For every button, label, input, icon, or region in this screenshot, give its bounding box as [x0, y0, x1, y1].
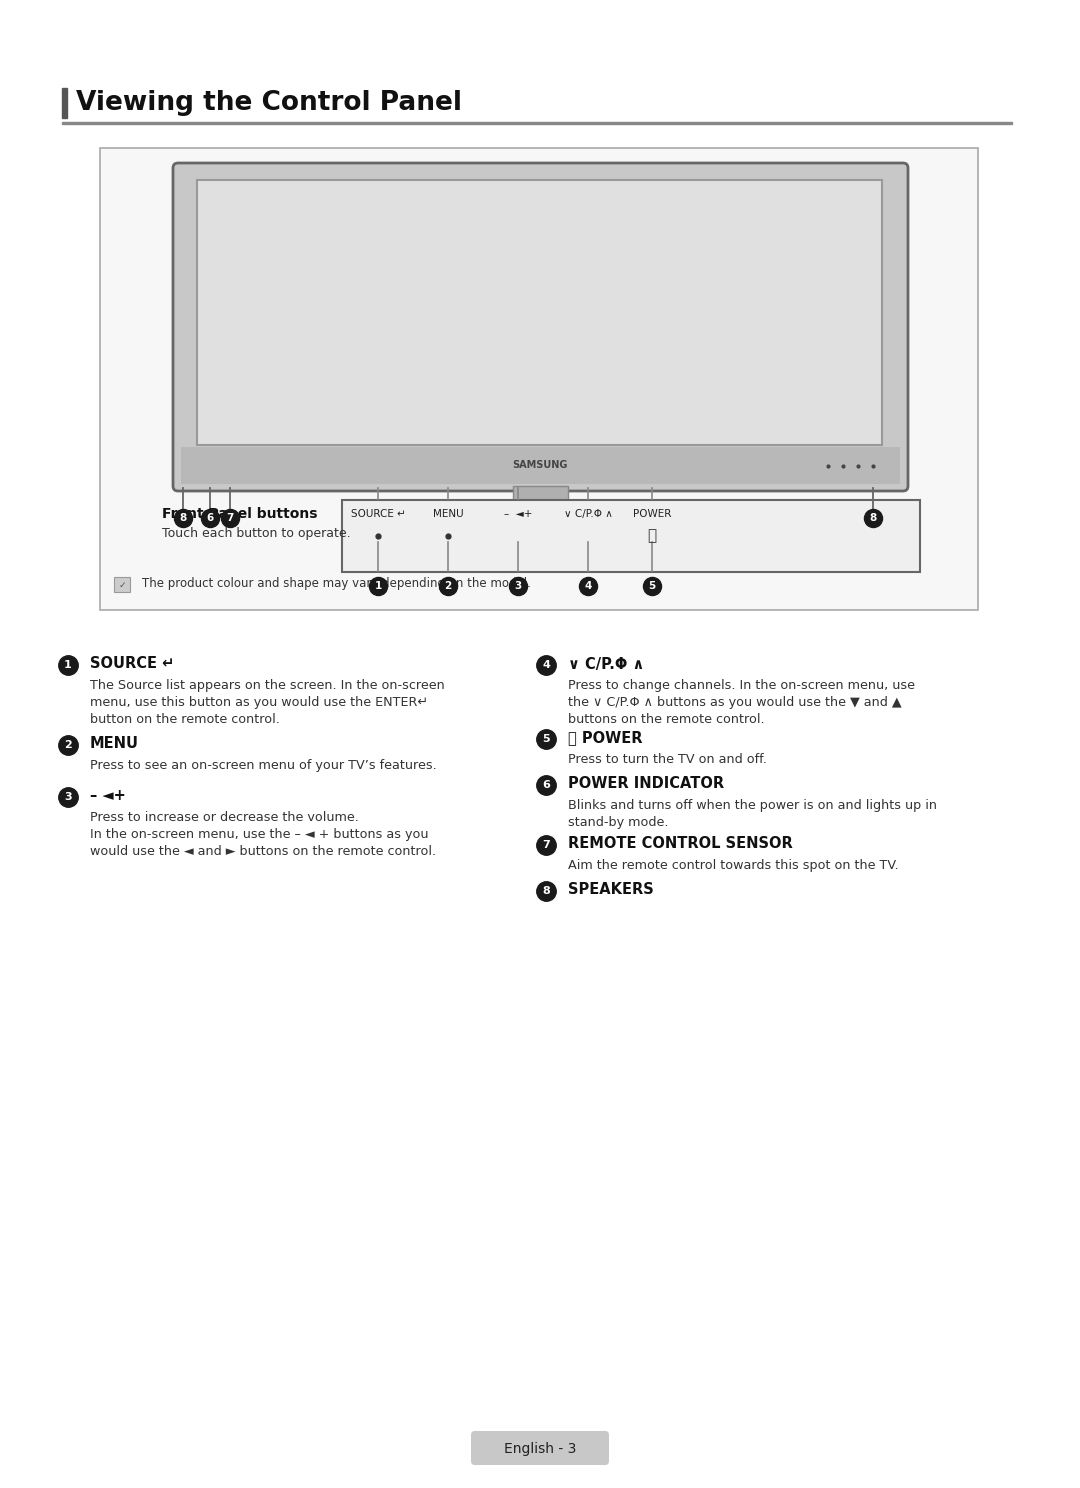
Text: POWER INDICATOR: POWER INDICATOR: [568, 777, 724, 792]
Text: 1: 1: [64, 661, 72, 670]
Bar: [513, 487, 568, 524]
FancyBboxPatch shape: [100, 147, 978, 610]
Text: 3: 3: [514, 580, 522, 591]
Text: MENU: MENU: [433, 509, 463, 519]
Text: 1: 1: [375, 580, 381, 591]
Text: ∨ C/P.Φ ∧: ∨ C/P.Φ ∧: [568, 656, 645, 671]
Text: Front Panel buttons: Front Panel buttons: [162, 507, 318, 521]
Text: –  ◄+: – ◄+: [503, 509, 532, 519]
Text: REMOTE CONTROL SENSOR: REMOTE CONTROL SENSOR: [568, 836, 793, 851]
Text: 7: 7: [542, 841, 550, 850]
Text: ∨ C/P.Φ ∧: ∨ C/P.Φ ∧: [564, 509, 612, 519]
Text: ⏻: ⏻: [647, 528, 657, 543]
Text: Press to change channels. In the on-screen menu, use
the ∨ C/P.Φ ∧ buttons as yo: Press to change channels. In the on-scre…: [568, 679, 915, 726]
Text: English - 3: English - 3: [503, 1442, 577, 1455]
Text: 7: 7: [227, 513, 233, 522]
FancyBboxPatch shape: [471, 1431, 609, 1466]
Text: 4: 4: [542, 661, 550, 670]
Text: 6: 6: [542, 780, 550, 790]
Text: 3: 3: [64, 792, 71, 802]
Bar: [181, 446, 900, 484]
Text: Aim the remote control towards this spot on the TV.: Aim the remote control towards this spot…: [568, 859, 899, 872]
FancyBboxPatch shape: [173, 164, 908, 491]
Text: Press to see an on-screen menu of your TV’s features.: Press to see an on-screen menu of your T…: [90, 759, 436, 772]
Text: SPEAKERS: SPEAKERS: [568, 882, 653, 897]
Text: 5: 5: [542, 734, 550, 744]
Text: 2: 2: [64, 740, 72, 750]
Text: 6: 6: [206, 513, 214, 522]
Text: ⏻ POWER: ⏻ POWER: [568, 731, 643, 745]
Text: The product colour and shape may vary depending on the model.: The product colour and shape may vary de…: [141, 576, 531, 589]
Text: – ◄+: – ◄+: [90, 789, 125, 804]
Text: Touch each button to operate.: Touch each button to operate.: [162, 527, 351, 540]
Text: Blinks and turns off when the power is on and lights up in
stand-by mode.: Blinks and turns off when the power is o…: [568, 799, 937, 829]
Bar: [62, 122, 1012, 124]
FancyBboxPatch shape: [114, 577, 130, 592]
Text: SOURCE ↵: SOURCE ↵: [351, 509, 405, 519]
Text: Press to increase or decrease the volume.
In the on-screen menu, use the – ◄ + b: Press to increase or decrease the volume…: [90, 811, 436, 859]
Text: ✓: ✓: [118, 580, 125, 589]
Text: 5: 5: [648, 580, 656, 591]
FancyBboxPatch shape: [342, 500, 920, 571]
Text: 8: 8: [542, 885, 550, 896]
Text: SOURCE ↵: SOURCE ↵: [90, 656, 174, 671]
Text: 8: 8: [869, 513, 877, 522]
Bar: [62, 88, 67, 118]
Text: 8: 8: [179, 513, 187, 522]
Text: The Source list appears on the screen. In the on-screen
menu, use this button as: The Source list appears on the screen. I…: [90, 679, 445, 726]
Text: POWER: POWER: [633, 509, 671, 519]
Text: SAMSUNG: SAMSUNG: [512, 460, 568, 470]
Text: Press to turn the TV on and off.: Press to turn the TV on and off.: [568, 753, 767, 766]
Text: 2: 2: [444, 580, 451, 591]
Text: MENU: MENU: [90, 737, 139, 751]
Text: 4: 4: [584, 580, 592, 591]
Polygon shape: [435, 524, 646, 545]
Text: Viewing the Control Panel: Viewing the Control Panel: [76, 89, 462, 116]
FancyBboxPatch shape: [197, 180, 882, 445]
